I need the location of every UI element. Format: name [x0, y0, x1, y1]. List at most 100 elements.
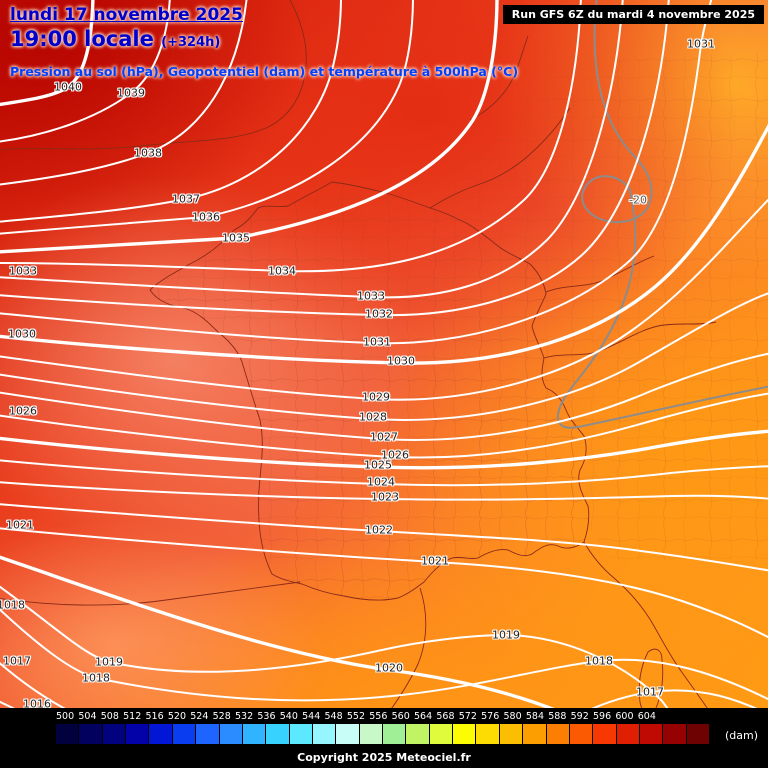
copyright-text: Copyright 2025 Meteociel.fr — [297, 751, 471, 764]
isobar-1023 — [0, 481, 768, 501]
legend-value: 544 — [302, 711, 321, 722]
isobar-1026 — [0, 392, 768, 459]
legend-colorbar — [56, 724, 710, 744]
legend-value: 572 — [458, 711, 477, 722]
legend-unit: (dam) — [724, 729, 758, 742]
germany-border — [429, 107, 571, 209]
legend-color-cell — [476, 724, 499, 744]
legend-value: 596 — [593, 711, 612, 722]
italy-coastline — [583, 541, 715, 719]
legend-value: 588 — [548, 711, 567, 722]
legend-bar: 500 504 508 512 516 520 524 528 532 536 540 544 548 5… — [0, 708, 768, 768]
isobar-1024 — [0, 459, 768, 487]
legend-value: 548 — [324, 711, 343, 722]
legend-color-cell — [242, 724, 266, 744]
legend-value: 516 — [145, 711, 164, 722]
legend-color-cell — [406, 724, 429, 744]
date-text: lundi 17 novembre 2025 — [10, 5, 243, 25]
legend-value: 580 — [503, 711, 522, 722]
legend-value: 560 — [391, 711, 410, 722]
isobar-1021 — [0, 527, 768, 639]
legend-value: 552 — [346, 711, 366, 722]
europe-admin-mesh — [436, 52, 768, 560]
legend-color-cell — [56, 724, 79, 744]
legend-color-cell — [312, 724, 336, 744]
legend-value: 564 — [414, 711, 433, 722]
isobar-1037 — [0, 0, 342, 223]
legend-color-cell — [196, 724, 219, 744]
legend-value: 532 — [235, 711, 254, 722]
temp-contour-line — [556, 0, 768, 429]
map-header: lundi 17 novembre 2025 19:00 locale (+32… — [10, 5, 518, 79]
legend-color-cell — [593, 724, 616, 744]
legend-color-cell — [79, 724, 102, 744]
isobar-1035 — [0, 0, 499, 254]
legend-value: 592 — [570, 711, 589, 722]
legend-value: 604 — [637, 711, 656, 722]
legend-value: 524 — [190, 711, 209, 722]
legend-color-cell — [569, 724, 593, 744]
legend-color-cell — [686, 724, 710, 744]
isobar-1033 — [0, 0, 624, 299]
isobar-1036 — [0, 0, 414, 235]
legend-color-cell — [359, 724, 383, 744]
legend-value: 504 — [78, 711, 97, 722]
legend-color-cell — [219, 724, 242, 744]
isobar-1028 — [0, 292, 768, 421]
legend-color-cell — [429, 724, 453, 744]
legend-color-cell — [289, 724, 312, 744]
legend-value: 600 — [615, 711, 634, 722]
legend-value: 556 — [369, 711, 388, 722]
isobar-1029 — [0, 198, 768, 401]
legend-value: 584 — [525, 711, 545, 722]
legend-color-cell — [336, 724, 359, 744]
forecast-offset: (+324h) — [161, 35, 221, 50]
legend-value: 540 — [279, 711, 298, 722]
map-subtitle: Pression au sol (hPa), Geopotentiel (dam… — [10, 64, 519, 79]
legend-color-cell — [383, 724, 406, 744]
time-value: 19:00 locale — [10, 27, 154, 51]
legend-values: 500 504 508 512 516 520 524 528 532 536 540 544 548 5… — [56, 711, 656, 722]
spain-coastline — [0, 581, 301, 606]
legend-value: 536 — [257, 711, 276, 722]
legend-value: 500 — [56, 711, 75, 722]
isobar-1040 — [0, 0, 95, 107]
legend-value: 520 — [167, 711, 187, 722]
legend-color-cell — [663, 724, 686, 744]
legend-value: 512 — [123, 711, 142, 722]
legend-color-cell — [499, 724, 523, 744]
isobar-1018 — [0, 608, 768, 702]
legend-value: 576 — [481, 711, 500, 722]
legend-color-cell — [102, 724, 126, 744]
legend-color-cell — [616, 724, 639, 744]
isobar-1022 — [0, 503, 768, 572]
isobar-1027 — [0, 352, 768, 441]
legend-color-cell — [266, 724, 289, 744]
legend-color-cell — [523, 724, 546, 744]
time-text: 19:00 locale (+324h) — [10, 27, 518, 51]
legend-color-cell — [546, 724, 569, 744]
england-coastline — [0, 0, 307, 151]
isobar-1034 — [0, 0, 582, 273]
netherlands-coastline — [469, 35, 529, 121]
legend-color-cell — [172, 724, 196, 744]
isobar-1039 — [0, 0, 171, 143]
isobar-1030 — [0, 123, 768, 365]
legend-value: 528 — [212, 711, 231, 722]
isobar-1019 — [0, 585, 695, 768]
legend-color-cell — [453, 724, 476, 744]
isobar-1031 — [0, 0, 713, 345]
legend-color-cell — [149, 724, 172, 744]
legend-color-cell — [126, 724, 149, 744]
legend-color-cell — [639, 724, 663, 744]
temp-contour-group — [556, 0, 768, 429]
run-info-box: Run GFS 6Z du mardi 4 novembre 2025 — [502, 5, 764, 24]
isobar-1032 — [0, 0, 670, 317]
legend-value: 508 — [100, 711, 119, 722]
isobar-1025 — [0, 429, 768, 470]
legend-value: 568 — [436, 711, 455, 722]
austria-border — [543, 321, 717, 359]
